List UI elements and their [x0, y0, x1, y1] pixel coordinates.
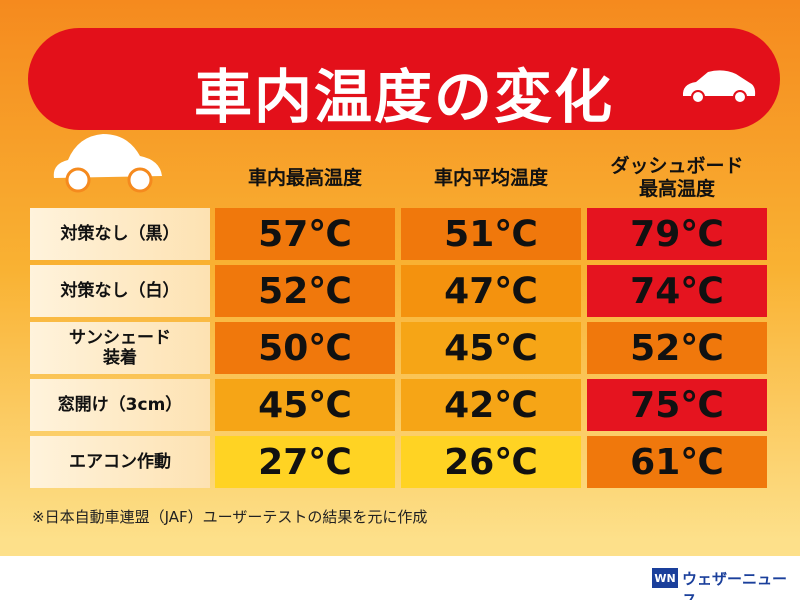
footnote: ※日本自動車連盟（JAF）ユーザーテストの結果を元に作成	[32, 508, 428, 526]
temperature-cell: 42℃	[401, 379, 581, 431]
logo-mark: WN	[652, 568, 678, 588]
temperature-cell: 75℃	[587, 379, 767, 431]
temperature-cell: 50℃	[215, 322, 395, 374]
row-label: 対策なし（黒）	[30, 208, 210, 260]
car-icon	[682, 70, 756, 104]
column-header: 車内最高温度	[247, 166, 362, 189]
logo-text: ウェザーニュース	[682, 570, 788, 600]
footer	[0, 556, 800, 600]
column-header: 車内平均温度	[433, 166, 548, 189]
column-header: ダッシュボード 最高温度	[610, 155, 744, 200]
temperature-cell: 52℃	[587, 322, 767, 374]
row-label: エアコン作動	[30, 436, 210, 488]
temperature-cell: 57℃	[215, 208, 395, 260]
temperature-cell: 51℃	[401, 208, 581, 260]
temperature-cell: 26℃	[401, 436, 581, 488]
temperature-cell: 45℃	[215, 379, 395, 431]
temperature-cell: 79℃	[587, 208, 767, 260]
temperature-cell: 27℃	[215, 436, 395, 488]
title-banner: 車内温度の変化	[28, 28, 780, 131]
temperature-cell: 47℃	[401, 265, 581, 317]
row-label: 窓開け（3cm）	[30, 379, 210, 431]
temperature-cell: 45℃	[401, 322, 581, 374]
temperature-cell: 52℃	[215, 265, 395, 317]
car-icon	[53, 134, 162, 193]
temperature-cell: 61℃	[587, 436, 767, 488]
row-label: 対策なし（白）	[30, 265, 210, 317]
title: 車内温度の変化	[193, 63, 614, 131]
row-label: サンシェード 装着	[30, 322, 210, 374]
temperature-cell: 74℃	[587, 265, 767, 317]
